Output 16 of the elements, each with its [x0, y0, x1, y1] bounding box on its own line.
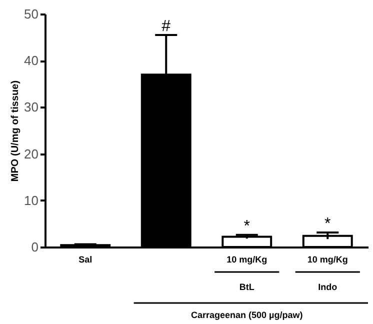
y-tick-label: 0 — [31, 240, 38, 254]
y-tick-label: 40 — [24, 53, 38, 68]
x-tick-label: 10 mg/Kg — [307, 254, 348, 264]
text: BtL — [239, 282, 255, 292]
y-axis-title: MPO (U/mg of tissue) — [10, 80, 22, 182]
y-tick-label: 30 — [24, 100, 38, 115]
y-tick-label: 20 — [24, 146, 38, 162]
text: Carrageenan (500 µg/paw) — [191, 310, 303, 320]
y-tick-label: 50 — [24, 6, 38, 22]
annotation: # — [162, 18, 171, 35]
annotation: * — [324, 216, 331, 233]
text: Indo — [318, 282, 338, 292]
x-tick-label: 10 mg/Kg — [226, 254, 268, 264]
annotation: * — [244, 218, 250, 235]
x-tick-label: Sal — [78, 254, 92, 264]
y-tick-label: 10 — [24, 192, 38, 208]
